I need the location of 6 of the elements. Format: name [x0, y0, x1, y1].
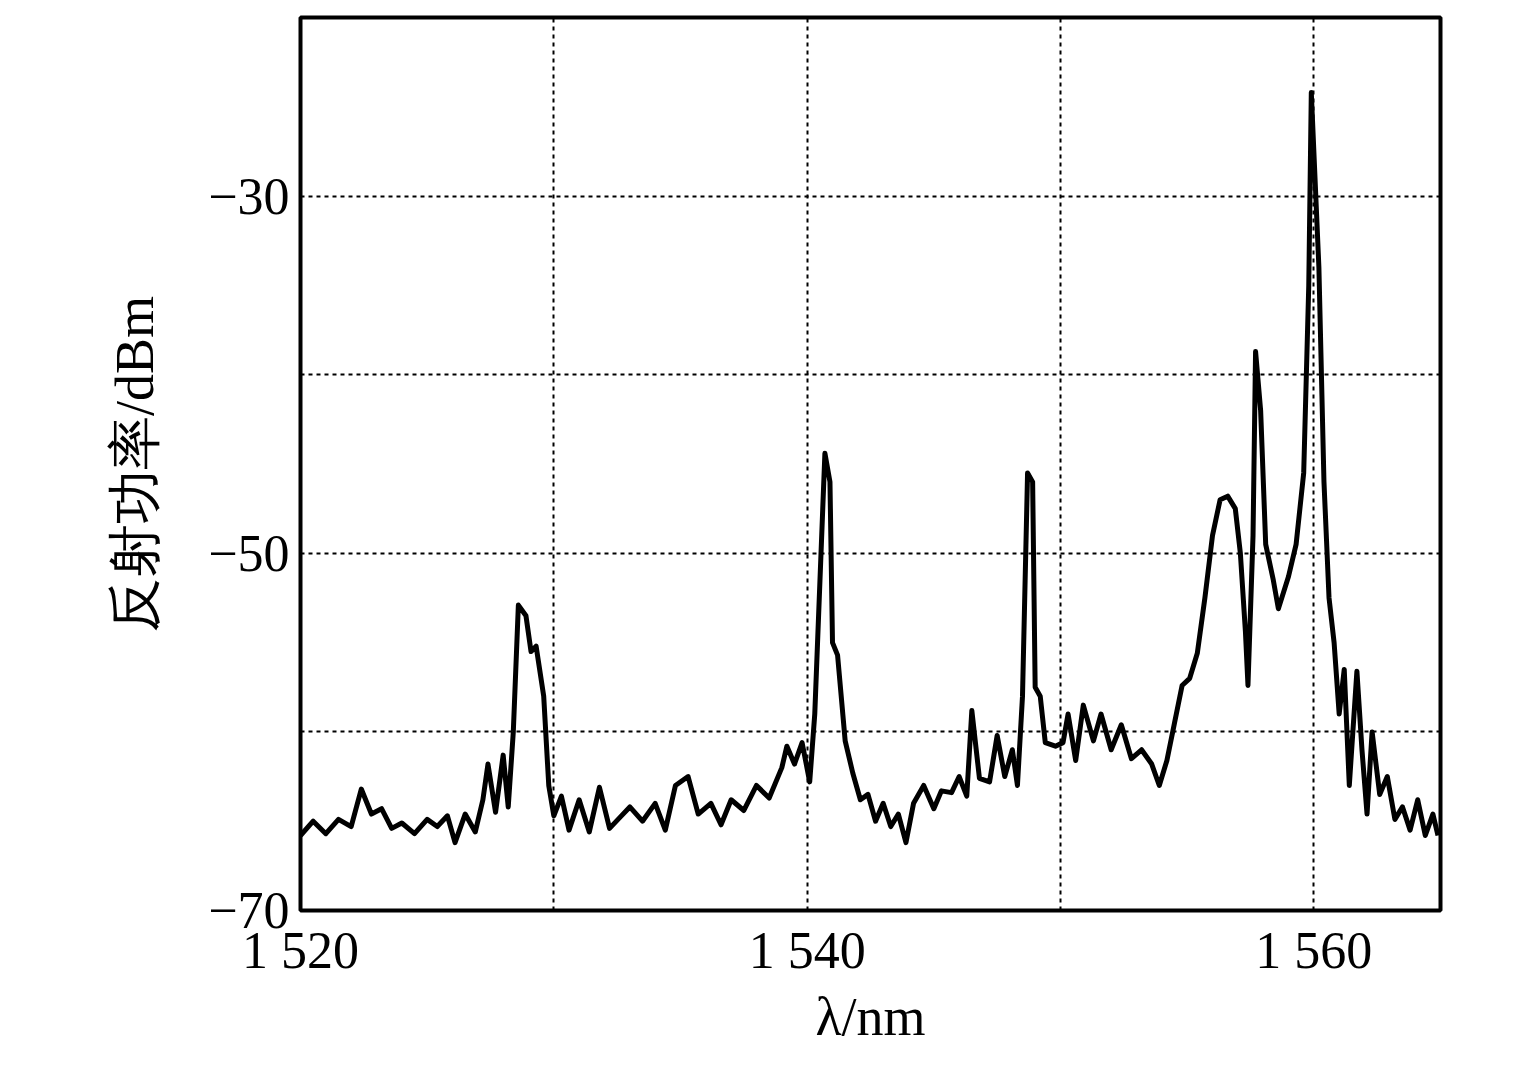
- y-tick-label: −50: [208, 524, 290, 582]
- x-axis-title: λ/nm: [815, 986, 926, 1047]
- y-axis-title: 反射功率/dBm: [105, 295, 166, 633]
- x-tick-label: 1 560: [1255, 921, 1373, 979]
- y-tick-label: −30: [208, 167, 290, 225]
- x-tick-label: 1 540: [748, 921, 866, 979]
